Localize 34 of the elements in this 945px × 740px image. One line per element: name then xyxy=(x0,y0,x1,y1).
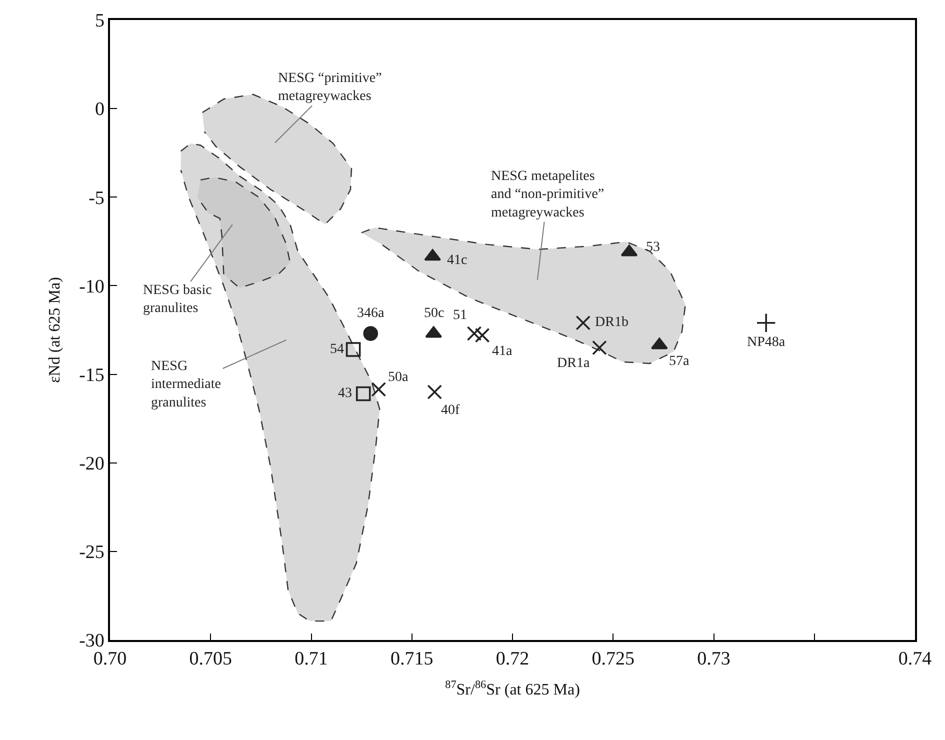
x-axis-title: $^{87}$Sr/$^{86}$Sr (at 625 Ma) xyxy=(445,679,580,699)
x-tick-label: 0.74 xyxy=(898,648,932,670)
annotation: NESG intermediate granulites xyxy=(151,359,221,410)
annotation: 346a xyxy=(357,306,385,321)
annotation: 50a xyxy=(388,370,409,385)
annotation: 53 xyxy=(646,240,660,255)
x-tick-label: 0.725 xyxy=(592,648,635,670)
y-tick-label: -5 xyxy=(88,188,104,209)
y-tick-label: -20 xyxy=(79,454,104,475)
annotation: 40f xyxy=(441,403,460,418)
x-tick-label: 0.715 xyxy=(390,648,434,670)
y-axis-title: εNd (at 625 Ma) xyxy=(46,277,64,383)
x-tick-label: 0.71 xyxy=(294,648,328,670)
annotation: NESG basic granulites xyxy=(143,283,212,316)
y-tick-label: -15 xyxy=(79,364,104,386)
annotation: 43 xyxy=(338,386,352,401)
annotation: 50c xyxy=(424,306,444,321)
annotation: DR1b xyxy=(595,315,628,330)
annotation: 41c xyxy=(447,253,468,268)
x-tick-label: 0.72 xyxy=(496,648,530,670)
annotation: 57a xyxy=(669,354,690,369)
annotation: 54 xyxy=(330,342,344,357)
x-tick-label: 0.73 xyxy=(697,648,730,670)
annotation: 41a xyxy=(492,344,513,359)
y-tick-label: -10 xyxy=(79,276,104,298)
annotation: NESG metapelites and “non-primitive” metagreywackes xyxy=(491,169,604,220)
annotation: DR1a xyxy=(557,356,590,371)
annotation: NESG “primitive” metagreywackes xyxy=(278,71,382,104)
y-tick-label: 5 xyxy=(94,10,104,32)
annotation: NP48a xyxy=(747,335,786,350)
y-tick-label: 0 xyxy=(94,99,104,120)
y-tick-label: -25 xyxy=(79,542,104,564)
x-tick-label: 0.705 xyxy=(189,648,232,670)
annotation: 51 xyxy=(453,308,467,323)
